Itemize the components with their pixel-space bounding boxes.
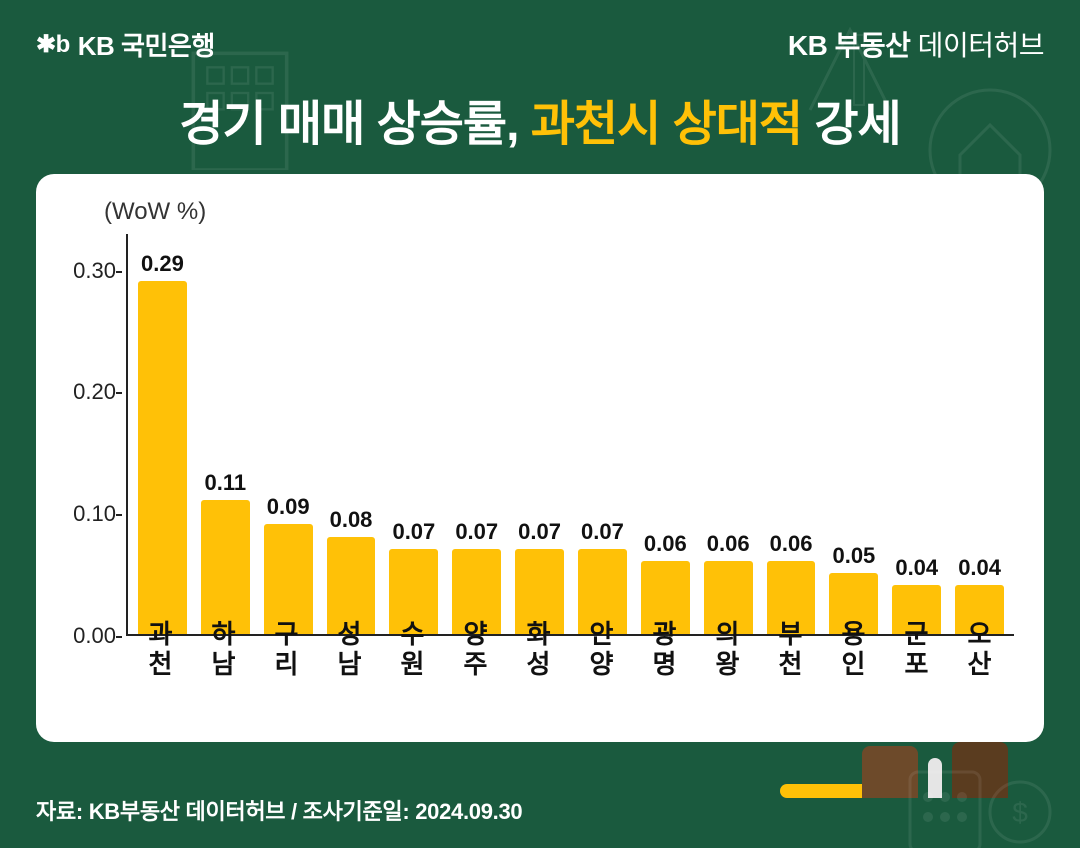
title-part2: 강세	[802, 98, 901, 151]
bar-value-label: 0.06	[770, 531, 813, 557]
x-axis-labels: 과천하남구리성남수원양주화성안양광명의왕부천용인군포오산	[126, 610, 1014, 680]
y-axis: 0.300.200.100.00	[64, 234, 122, 636]
x-axis-label: 구리	[262, 610, 311, 680]
source-text: 자료: KB부동산 데이터허브 / 조사기준일: 2024.09.30	[36, 794, 522, 826]
bar-value-label: 0.07	[455, 519, 498, 545]
x-axis-label: 화성	[514, 610, 563, 680]
bar-value-label: 0.06	[644, 531, 687, 557]
bar-value-label: 0.07	[392, 519, 435, 545]
chart-card: (WoW %) 0.30 0.20 0.10 0.00 0.29 0.11 0.09 0.0…	[36, 174, 1044, 742]
bar-value-label: 0.05	[832, 543, 875, 569]
title-part1: 경기 매매 상승률,	[179, 98, 530, 151]
x-axis-label: 안양	[577, 610, 626, 680]
kb-bank-logo: ✱b KB 국민은행	[36, 26, 215, 63]
bar	[138, 281, 187, 634]
deco-yellow-pill	[780, 784, 870, 798]
x-axis-label: 군포	[892, 610, 941, 680]
x-axis-label: 부천	[766, 610, 815, 680]
y-axis-unit: (WoW %)	[104, 198, 1024, 226]
bar-value-label: 0.06	[707, 531, 750, 557]
bar-value-label: 0.07	[518, 519, 561, 545]
bar-value-label: 0.11	[204, 470, 246, 496]
x-axis-label: 하남	[199, 610, 248, 680]
x-axis-label: 오산	[955, 610, 1004, 680]
logo-star-icon: ✱b	[36, 30, 70, 59]
x-axis-label: 용인	[829, 610, 878, 680]
bar-column: 0.29	[138, 251, 187, 634]
bar-value-label: 0.04	[895, 555, 938, 581]
plot-area: 0.29 0.11 0.09 0.08 0.07 0.07 0.07 0.07 0.06 0.06…	[126, 234, 1014, 636]
y-tick-label: 0.00	[73, 623, 116, 649]
logo-thin: 데이터허브	[910, 30, 1044, 61]
logo-bank-text: KB 국민은행	[78, 26, 215, 63]
x-axis-label: 과천	[136, 610, 185, 680]
deco-calculator-icon: $	[900, 762, 1060, 852]
bar-value-label: 0.29	[141, 251, 184, 277]
bars-container: 0.29 0.11 0.09 0.08 0.07 0.07 0.07 0.07 0.06 0.06…	[128, 234, 1014, 634]
chart-area: 0.300.200.100.00 0.290.110.090.080.070.0…	[126, 234, 1014, 674]
x-axis-label: 광명	[640, 610, 689, 680]
footer-area: 자료: KB부동산 데이터허브 / 조사기준일: 2024.09.30 $	[0, 742, 1080, 842]
bar-value-label: 0.08	[330, 507, 373, 533]
y-tick-label: 0.10	[73, 501, 116, 527]
x-axis-label: 의왕	[703, 610, 752, 680]
x-axis-label: 수원	[388, 610, 437, 680]
kb-datahub-logo: KB 부동산 데이터허브	[788, 24, 1044, 64]
header: ✱b KB 국민은행 KB 부동산 데이터허브	[0, 0, 1080, 74]
bar-value-label: 0.07	[581, 519, 624, 545]
svg-text:$: $	[1012, 797, 1028, 828]
title-highlight: 과천시 상대적	[531, 98, 802, 151]
y-tick-label: 0.30	[73, 258, 116, 284]
page-title: 경기 매매 상승률, 과천시 상대적 강세	[0, 74, 1080, 174]
bar-value-label: 0.09	[267, 494, 310, 520]
x-axis-label: 양주	[451, 610, 500, 680]
x-axis-label: 성남	[325, 610, 374, 680]
logo-brand: KB 부동산	[788, 30, 911, 61]
bar-value-label: 0.04	[958, 555, 1001, 581]
y-tick-label: 0.20	[73, 379, 116, 405]
